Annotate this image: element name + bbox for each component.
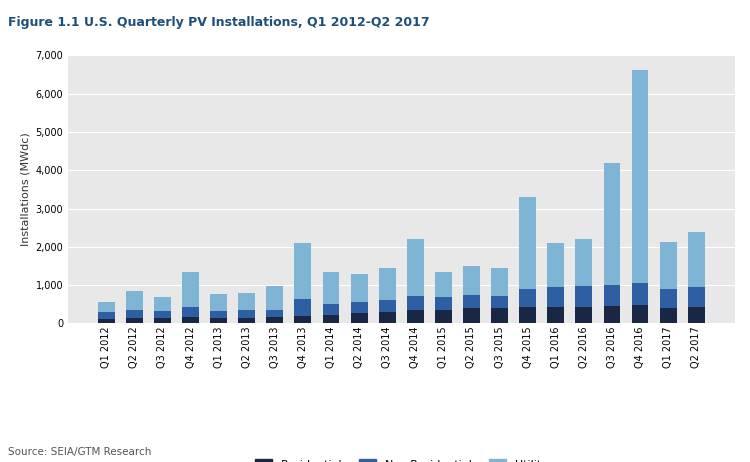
Bar bbox=[548, 287, 564, 307]
Bar bbox=[98, 312, 115, 319]
Bar bbox=[519, 197, 536, 289]
Legend: Residential, Non-Residential, Utility: Residential, Non-Residential, Utility bbox=[252, 456, 550, 462]
Bar bbox=[154, 297, 171, 311]
Bar bbox=[322, 315, 340, 323]
Bar bbox=[322, 304, 340, 315]
Bar bbox=[660, 242, 676, 289]
Bar bbox=[548, 243, 564, 287]
Bar bbox=[98, 319, 115, 323]
Bar bbox=[154, 311, 171, 318]
Bar bbox=[575, 286, 592, 307]
Bar bbox=[463, 266, 480, 295]
Bar bbox=[604, 163, 620, 285]
Bar bbox=[210, 318, 227, 323]
Bar bbox=[98, 302, 115, 312]
Bar bbox=[351, 313, 368, 323]
Bar bbox=[463, 309, 480, 323]
Bar bbox=[126, 318, 142, 323]
Bar bbox=[688, 286, 705, 307]
Bar bbox=[548, 307, 564, 323]
Bar bbox=[463, 295, 480, 309]
Bar bbox=[604, 285, 620, 306]
Bar bbox=[688, 231, 705, 286]
Bar bbox=[406, 239, 424, 296]
Bar bbox=[491, 268, 508, 296]
Bar bbox=[266, 286, 284, 310]
Bar bbox=[688, 307, 705, 323]
Bar bbox=[238, 310, 255, 318]
Bar bbox=[238, 318, 255, 323]
Bar bbox=[575, 307, 592, 323]
Bar bbox=[491, 296, 508, 308]
Bar bbox=[351, 302, 368, 313]
Bar bbox=[519, 307, 536, 323]
Bar bbox=[660, 289, 676, 308]
Bar bbox=[435, 272, 451, 297]
Bar bbox=[379, 312, 396, 323]
Bar bbox=[491, 308, 508, 323]
Bar bbox=[351, 274, 368, 302]
Y-axis label: Installations (MWdc): Installations (MWdc) bbox=[20, 133, 30, 246]
Bar bbox=[632, 70, 649, 283]
Bar bbox=[266, 317, 284, 323]
Bar bbox=[295, 316, 311, 323]
Bar bbox=[182, 307, 199, 317]
Bar bbox=[210, 294, 227, 311]
Bar bbox=[295, 243, 311, 299]
Text: Figure 1.1 U.S. Quarterly PV Installations, Q1 2012-Q2 2017: Figure 1.1 U.S. Quarterly PV Installatio… bbox=[8, 16, 429, 29]
Bar bbox=[406, 310, 424, 323]
Bar bbox=[295, 299, 311, 316]
Bar bbox=[154, 318, 171, 323]
Bar bbox=[238, 293, 255, 310]
Bar bbox=[406, 296, 424, 310]
Bar bbox=[379, 300, 396, 312]
Bar bbox=[519, 289, 536, 307]
Bar bbox=[182, 317, 199, 323]
Bar bbox=[435, 297, 451, 310]
Bar bbox=[322, 272, 340, 304]
Bar bbox=[660, 308, 676, 323]
Bar bbox=[210, 311, 227, 318]
Bar bbox=[632, 305, 649, 323]
Bar bbox=[182, 273, 199, 307]
Bar bbox=[379, 268, 396, 300]
Text: Source: SEIA/GTM Research: Source: SEIA/GTM Research bbox=[8, 447, 151, 457]
Bar bbox=[632, 283, 649, 305]
Bar bbox=[126, 291, 142, 310]
Bar bbox=[604, 306, 620, 323]
Bar bbox=[575, 239, 592, 286]
Bar bbox=[435, 310, 451, 323]
Bar bbox=[126, 310, 142, 318]
Bar bbox=[266, 310, 284, 317]
